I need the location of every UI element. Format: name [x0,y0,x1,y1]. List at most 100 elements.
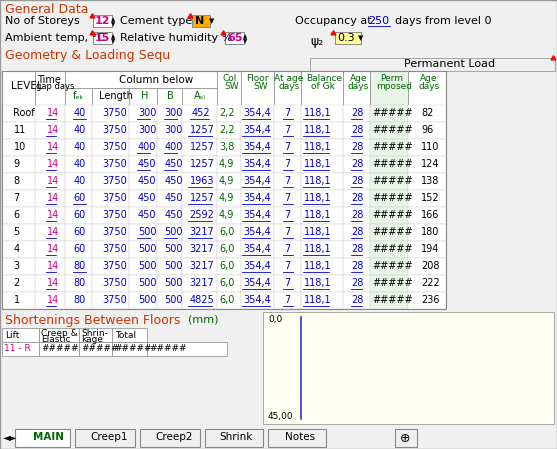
Text: #####: ##### [372,278,413,288]
Text: 40: 40 [74,176,86,186]
Text: 300: 300 [138,108,157,118]
Text: 3750: 3750 [102,295,127,305]
Text: Geometry & Loading Sequ: Geometry & Loading Sequ [5,49,170,62]
Bar [35,258,65,275]
Bar [2,173,35,190]
Bar [241,156,274,173]
Text: 1257: 1257 [189,142,214,152]
Text: 7: 7 [285,193,291,203]
Text: 28: 28 [351,142,364,152]
Text: 40: 40 [74,125,86,135]
Text: 500: 500 [164,261,183,271]
Bar [92,122,129,139]
Bar [92,224,129,241]
Text: 2: 2 [13,278,19,288]
Text: Permanent Load: Permanent Load [404,59,496,69]
Bar [140,429,200,447]
Bar [93,32,112,44]
Bar [241,292,274,309]
Bar [301,241,343,258]
Text: Shortenings Between Floors: Shortenings Between Floors [5,314,180,327]
Bar [301,190,343,207]
Text: 354,4: 354,4 [243,244,271,254]
Bar [408,207,446,224]
Bar [301,139,343,156]
Text: No of Storeys: No of Storeys [5,16,80,26]
Bar [39,328,79,342]
Bar [182,207,217,224]
Bar [182,122,217,139]
Bar [182,105,217,122]
Bar [241,258,274,275]
Text: 3217: 3217 [189,244,214,254]
Bar [157,173,182,190]
Text: 152: 152 [421,193,439,203]
Text: LEVEL: LEVEL [11,81,42,91]
Bar [370,71,408,105]
Text: 450: 450 [138,176,157,186]
Text: Elastic: Elastic [41,335,71,344]
Bar [241,241,274,258]
Bar [301,105,343,122]
Bar [65,292,92,309]
Text: Time: Time [37,75,61,85]
Bar [157,292,182,309]
Text: days: days [348,82,369,91]
Text: 28: 28 [351,210,364,220]
Text: 2,2: 2,2 [219,108,234,118]
Text: 138: 138 [421,176,439,186]
Bar [192,15,210,27]
Text: 7: 7 [285,142,291,152]
Text: 3750: 3750 [102,142,127,152]
Bar [2,122,35,139]
Bar [182,275,217,292]
Bar [65,156,92,173]
Text: Age: Age [350,74,368,83]
Text: 300: 300 [164,108,183,118]
Bar [157,122,182,139]
Text: 118,1: 118,1 [304,244,331,254]
Bar [129,207,157,224]
Bar [370,190,408,207]
Text: 14: 14 [47,261,59,271]
Bar [93,15,112,27]
Text: 28: 28 [351,125,364,135]
Text: H: H [141,91,148,101]
Bar [310,58,555,71]
Bar [157,156,182,173]
Bar [182,156,217,173]
Text: 7: 7 [285,295,291,305]
Text: days from level 0: days from level 0 [395,16,491,26]
Bar [65,139,92,156]
Text: 354,4: 354,4 [243,193,271,203]
Bar [343,139,370,156]
Bar [301,292,343,309]
Text: 40: 40 [74,159,86,169]
Text: 7: 7 [285,108,291,118]
Text: #####: ##### [372,227,413,237]
Text: 40: 40 [74,142,86,152]
Text: 124: 124 [421,159,439,169]
Bar [35,156,65,173]
Bar [343,292,370,309]
Text: 118,1: 118,1 [304,193,331,203]
Text: #####: ##### [372,244,413,254]
Text: ▼: ▼ [209,18,214,24]
Text: 450: 450 [138,159,157,169]
Text: 8: 8 [13,176,19,186]
Text: Aₛₗ: Aₛₗ [193,91,206,101]
Text: #####: ##### [372,108,413,118]
Text: 118,1: 118,1 [304,210,331,220]
Bar [217,190,241,207]
Bar [2,105,35,122]
Bar [92,88,129,105]
Text: 118,1: 118,1 [304,125,331,135]
Text: Roof: Roof [13,108,35,118]
Text: 80: 80 [74,261,86,271]
Bar [2,342,39,356]
Text: 4825: 4825 [189,295,214,305]
Bar [217,224,241,241]
Text: 354,4: 354,4 [243,278,271,288]
Text: 14: 14 [47,295,59,305]
Text: 500: 500 [164,227,183,237]
